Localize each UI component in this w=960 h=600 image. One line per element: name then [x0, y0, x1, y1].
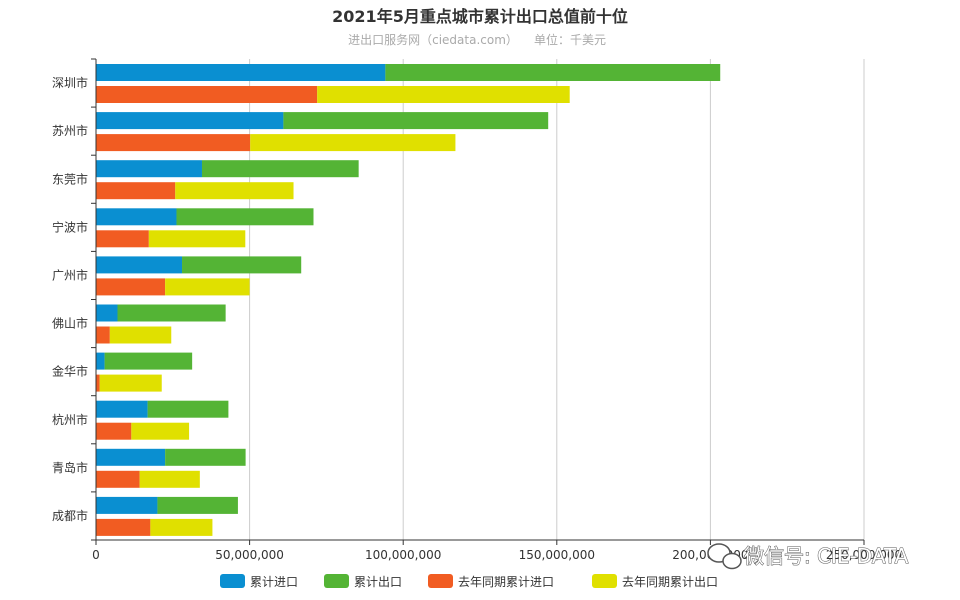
bar-去年同期累计进口[interactable] [96, 518, 151, 536]
legend-label: 去年同期累计进口 [458, 575, 554, 589]
bar-累计进口[interactable] [96, 352, 105, 370]
legend-label: 累计出口 [354, 575, 402, 589]
legend[interactable]: 累计进口 累计出口 去年同期累计进口 去年同期累计出口 [220, 574, 718, 589]
y-tick-label: 深圳市 [52, 75, 88, 90]
x-tick-label: 250,000,000 [826, 548, 902, 562]
bar-累计出口[interactable] [176, 208, 314, 226]
chart-subtitle: 进出口服务网（ciedata.com） [348, 32, 518, 47]
bar-去年同期累计进口[interactable] [96, 86, 318, 103]
bar-累计进口[interactable] [96, 304, 118, 322]
bar-去年同期累计出口[interactable] [139, 470, 200, 488]
y-tick-label: 金华市 [52, 364, 88, 379]
legend-label: 累计进口 [250, 575, 298, 589]
legend-item[interactable]: 累计出口 [324, 574, 402, 589]
bar-去年同期累计出口[interactable] [109, 326, 172, 344]
bar-去年同期累计出口[interactable] [99, 374, 162, 392]
bar-去年同期累计进口[interactable] [96, 230, 149, 248]
axes: 050,000,000100,000,000150,000,000200,000… [52, 58, 902, 562]
bar-去年同期累计出口[interactable] [150, 518, 213, 536]
bar-累计进口[interactable] [96, 496, 158, 514]
bar-累计进口[interactable] [96, 64, 386, 81]
grid [249, 59, 865, 540]
y-tick-label: 东莞市 [52, 171, 88, 186]
bar-累计进口[interactable] [96, 208, 177, 226]
bar-累计进口[interactable] [96, 160, 202, 178]
legend-swatch [428, 574, 453, 588]
bar-去年同期累计进口[interactable] [96, 278, 166, 296]
bar-累计进口[interactable] [96, 112, 284, 130]
x-tick-label: 0 [92, 548, 100, 562]
legend-label: 去年同期累计出口 [622, 575, 718, 589]
bar-累计出口[interactable] [201, 160, 359, 178]
wechat-icon [707, 543, 742, 570]
bar-累计出口[interactable] [104, 352, 193, 370]
bar-去年同期累计出口[interactable] [317, 86, 570, 103]
y-tick-label: 成都市 [52, 508, 88, 523]
legend-item[interactable]: 去年同期累计出口 [592, 574, 718, 589]
chart-unit: 单位：千美元 [534, 32, 606, 47]
bar-累计出口[interactable] [182, 256, 302, 274]
legend-swatch [324, 574, 349, 588]
bar-去年同期累计进口[interactable] [96, 470, 140, 488]
bar-累计进口[interactable] [96, 448, 166, 466]
bar-累计出口[interactable] [157, 496, 238, 514]
bar-去年同期累计进口[interactable] [96, 422, 132, 440]
bar-去年同期累计进口[interactable] [96, 326, 110, 344]
bar-累计出口[interactable] [283, 112, 549, 130]
watermark-text: 微信号: CIE-DATA [744, 544, 909, 568]
legend-item[interactable]: 累计进口 [220, 574, 298, 589]
bars [96, 64, 721, 536]
y-tick-label: 佛山市 [52, 316, 88, 331]
bar-去年同期累计进口[interactable] [96, 134, 251, 152]
bar-累计进口[interactable] [96, 400, 148, 418]
legend-item[interactable]: 去年同期累计进口 [428, 574, 554, 589]
bar-累计进口[interactable] [96, 256, 183, 274]
bar-去年同期累计出口[interactable] [131, 422, 190, 440]
bar-累计出口[interactable] [385, 64, 721, 81]
bar-累计出口[interactable] [117, 304, 226, 322]
chart-title: 2021年5月重点城市累计出口总值前十位 [332, 7, 628, 26]
bar-累计出口[interactable] [165, 448, 246, 466]
legend-swatch [592, 574, 617, 588]
x-tick-label: 50,000,000 [215, 548, 284, 562]
x-tick-label: 150,000,000 [519, 548, 595, 562]
y-tick-label: 杭州市 [52, 412, 88, 427]
bar-去年同期累计出口[interactable] [250, 134, 456, 152]
bar-去年同期累计出口[interactable] [175, 182, 294, 200]
bar-去年同期累计出口[interactable] [165, 278, 250, 296]
y-tick-label: 宁波市 [52, 219, 88, 234]
x-tick-label: 100,000,000 [365, 548, 441, 562]
bar-去年同期累计出口[interactable] [148, 230, 246, 248]
watermark: 微信号: CIE-DATA [707, 543, 909, 570]
y-tick-label: 青岛市 [52, 460, 88, 475]
y-tick-label: 苏州市 [52, 123, 88, 138]
legend-swatch [220, 574, 245, 588]
bar-去年同期累计进口[interactable] [96, 182, 176, 200]
y-tick-label: 广州市 [52, 267, 88, 282]
bar-去年同期累计进口[interactable] [96, 374, 100, 392]
bar-累计出口[interactable] [147, 400, 229, 418]
